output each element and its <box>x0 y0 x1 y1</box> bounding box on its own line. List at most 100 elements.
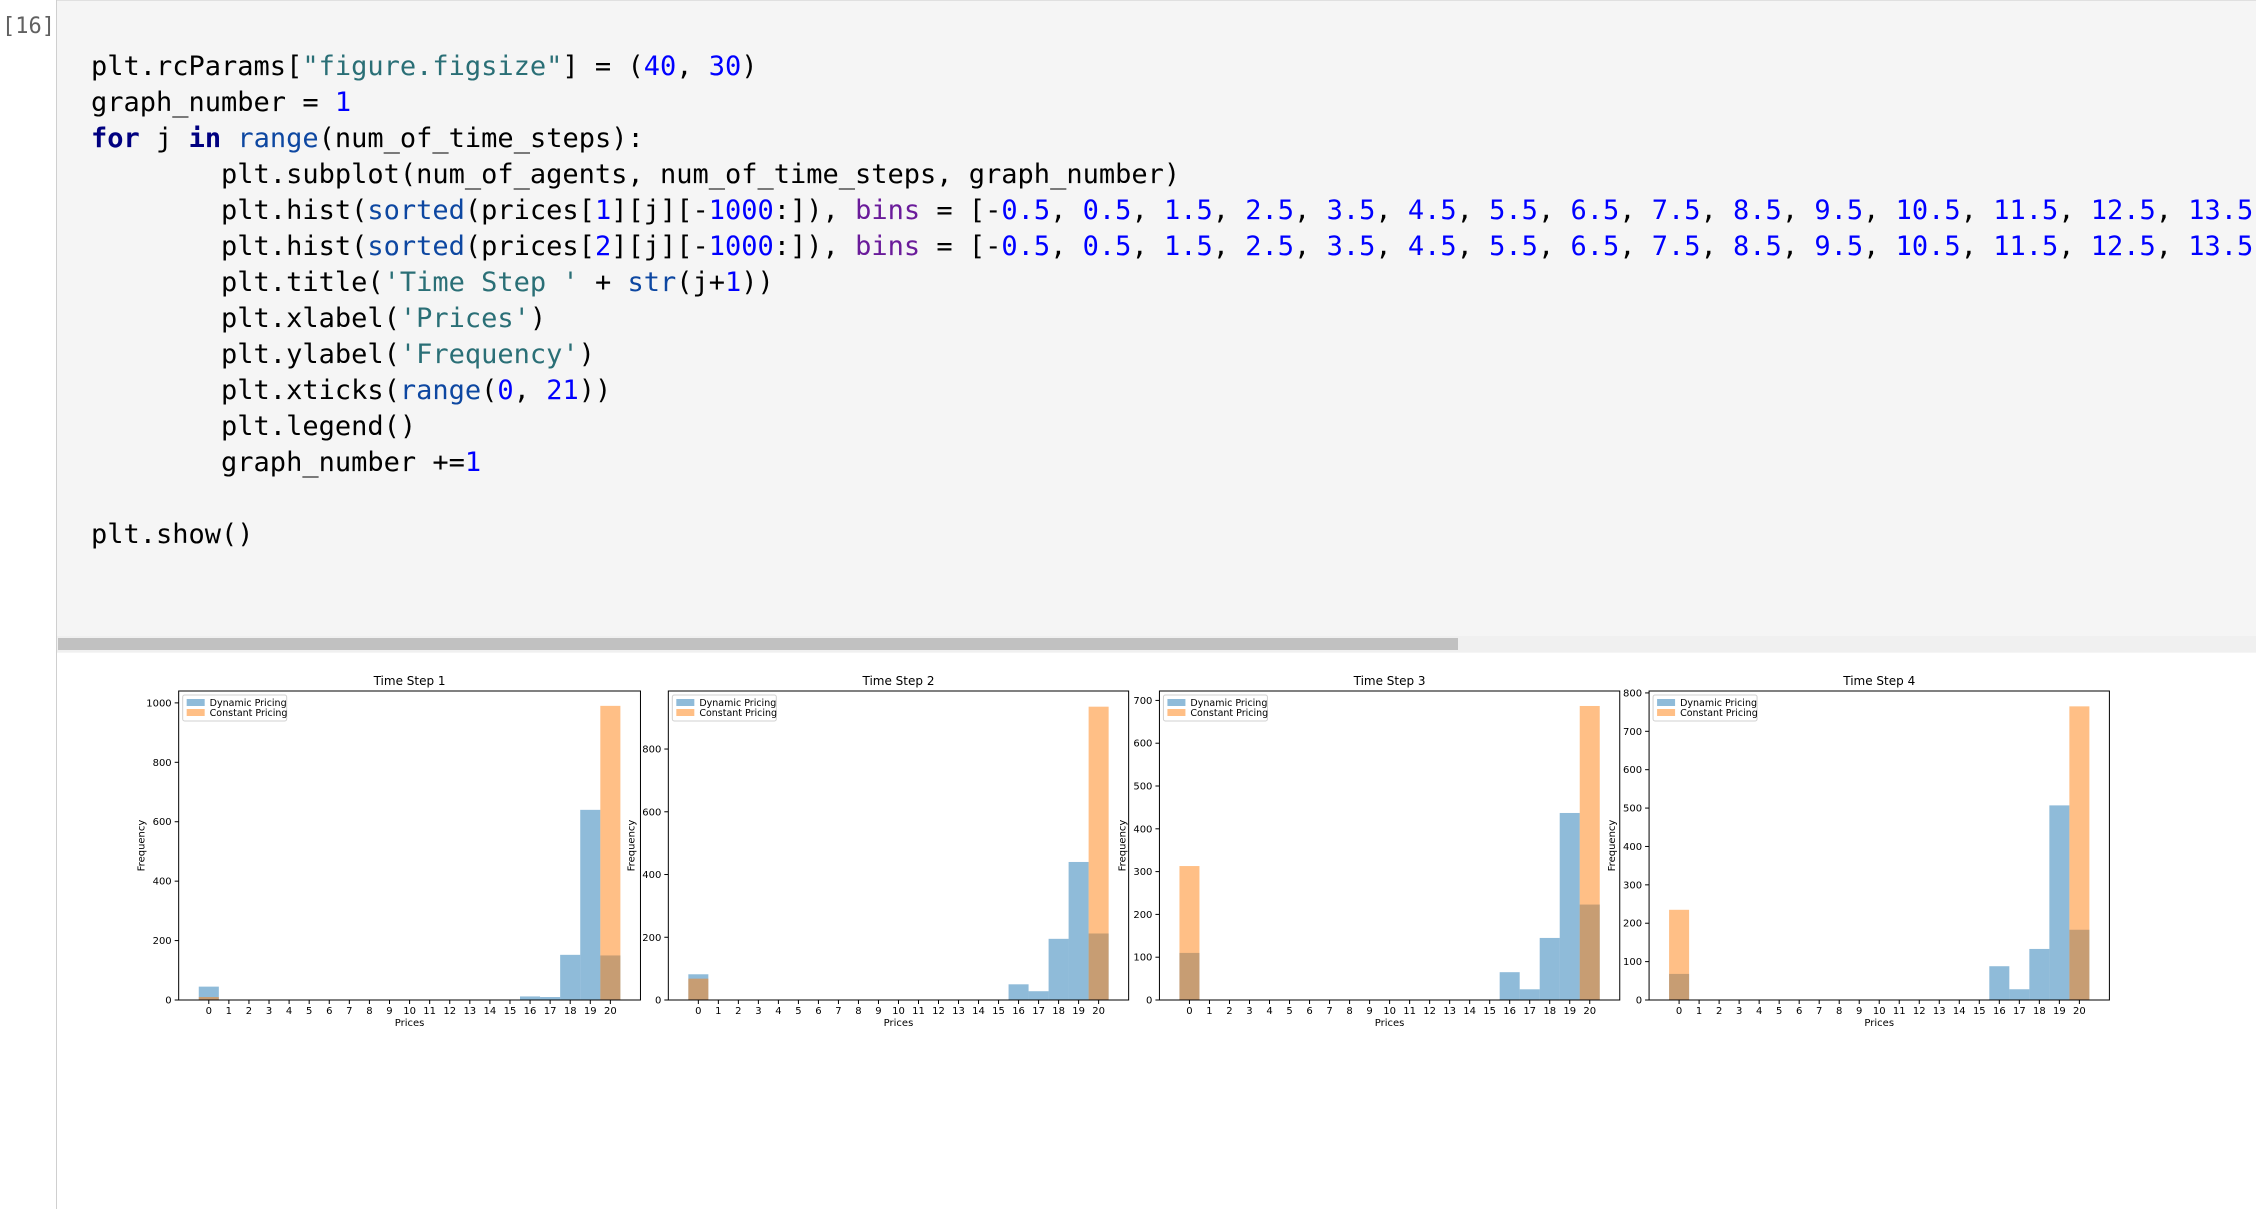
legend <box>1652 694 1758 722</box>
x-tick-label: 4 <box>775 1006 781 1017</box>
x-tick-label: 4 <box>1266 1006 1272 1017</box>
x-tick-label: 12 <box>1913 1006 1926 1017</box>
code-token: plt.show() <box>91 519 254 550</box>
x-tick-label: 0 <box>695 1006 701 1017</box>
code-token: , <box>1619 195 1652 226</box>
x-tick-label: 17 <box>1032 1006 1045 1017</box>
code-token: , <box>1781 231 1815 262</box>
horizontal-scrollbar-thumb[interactable] <box>58 638 1458 650</box>
y-axis-label: Frequency <box>1117 820 1128 872</box>
x-tick-label: 3 <box>1246 1006 1252 1017</box>
x-tick-label: 13 <box>1933 1006 1946 1017</box>
bar-dynamic-18 <box>1539 937 1560 1000</box>
x-tick-label: 19 <box>1072 1006 1085 1017</box>
bar-dynamic-19 <box>1068 861 1089 1000</box>
code-token: j <box>139 123 189 154</box>
x-tick-label: 13 <box>463 1006 476 1017</box>
bar-dynamic-16 <box>1008 984 1029 1000</box>
code-token: 0 <box>497 375 514 406</box>
code-token: 3.5 <box>1326 195 1376 226</box>
x-tick-label: 15 <box>1483 1006 1496 1017</box>
code-token: 1 <box>725 267 742 298</box>
legend <box>671 694 777 722</box>
y-tick-label: 700 <box>1623 727 1642 738</box>
bar-constant-0 <box>688 978 709 1000</box>
x-tick-label: 6 <box>1306 1006 1312 1017</box>
code-token: (j+ <box>676 267 726 298</box>
x-tick-label: 8 <box>1836 1006 1842 1017</box>
y-tick-label: 400 <box>1623 842 1642 853</box>
x-tick-label: 9 <box>875 1006 881 1017</box>
code-token: , <box>1700 231 1734 262</box>
code-token: (prices[ <box>464 195 595 226</box>
code-token: 8.5 <box>1733 231 1782 262</box>
code-token: "figure.figsize" <box>302 51 563 82</box>
legend <box>1162 694 1268 722</box>
y-tick-label: 300 <box>1623 880 1642 891</box>
x-tick-label: 0 <box>1186 1006 1192 1017</box>
x-tick-label: 18 <box>1052 1006 1065 1017</box>
bar-dynamic-19 <box>1559 812 1580 1000</box>
code-token: , <box>2155 195 2189 226</box>
code-token: plt.ylabel( <box>91 339 400 370</box>
legend-label: Dynamic Pricing <box>699 698 776 709</box>
subplot-title: Time Step 2 <box>862 674 935 688</box>
code-token: ( <box>481 375 498 406</box>
code-line: plt.subplot(num_of_agents, num_of_time_s… <box>91 157 2256 193</box>
code-token: , <box>1537 231 1571 262</box>
x-tick-label: 16 <box>1012 1006 1025 1017</box>
y-tick-label: 200 <box>642 933 661 944</box>
code-token: 9.5 <box>1814 195 1864 226</box>
x-axis-label: Prices <box>395 1018 425 1029</box>
code-token: 13.5 <box>2188 231 2254 262</box>
code-token: 30 <box>708 51 742 82</box>
code-token: , <box>1960 231 1994 262</box>
x-tick-label: 10 <box>403 1006 416 1017</box>
y-axis-label: Frequency <box>626 820 637 872</box>
x-tick-label: 13 <box>952 1006 965 1017</box>
code-token: , <box>1294 195 1327 226</box>
code-line: plt.xticks(range(0, 21)) <box>91 373 2256 409</box>
x-tick-label: 8 <box>366 1006 372 1017</box>
code-token: graph_number = <box>91 87 335 118</box>
x-tick-label: 15 <box>1973 1006 1986 1017</box>
code-token: , <box>676 51 709 82</box>
x-tick-label: 10 <box>892 1006 905 1017</box>
code-token: , <box>1375 195 1408 226</box>
code-token: , <box>2058 231 2091 262</box>
code-cell-input[interactable]: plt.rcParams["figure.figsize"] = (40, 30… <box>57 0 2256 653</box>
subplot-title: Time Step 4 <box>1842 674 1915 688</box>
x-tick-label: 9 <box>386 1006 392 1017</box>
cell-output: 0 1 2 3 4 5 6 7 8 9 10 11 12 13 14 15 16 17 18 19 20 0 200 400 6… <box>57 654 2256 1209</box>
code-token: , <box>1863 195 1896 226</box>
x-tick-label: 7 <box>835 1006 841 1017</box>
x-tick-label: 9 <box>1856 1006 1862 1017</box>
code-editor[interactable]: plt.rcParams["figure.figsize"] = (40, 30… <box>91 49 2256 553</box>
x-tick-label: 1 <box>1206 1006 1212 1017</box>
x-tick-label: 2 <box>735 1006 741 1017</box>
code-token: 40 <box>643 51 677 82</box>
code-token: :]), <box>773 195 856 226</box>
subplot-title: Time Step 3 <box>1353 674 1426 688</box>
code-token: graph_number += <box>91 447 465 478</box>
x-tick-label: 1 <box>715 1006 721 1017</box>
x-tick-label: 0 <box>1676 1006 1682 1017</box>
legend-label: Constant Pricing <box>1190 708 1268 719</box>
x-tick-label: 15 <box>992 1006 1005 1017</box>
code-token: , <box>1700 195 1734 226</box>
code-token: , <box>1619 231 1652 262</box>
code-token: 'Prices' <box>399 303 530 334</box>
code-token: , <box>1212 231 1246 262</box>
legend-label: Dynamic Pricing <box>1680 698 1757 709</box>
code-token: , <box>1456 195 1490 226</box>
x-axis-label: Prices <box>884 1018 914 1029</box>
code-token: 1.5 <box>1163 195 1213 226</box>
x-axis-label: Prices <box>1864 1018 1894 1029</box>
x-tick-label: 16 <box>1503 1006 1516 1017</box>
x-tick-label: 2 <box>1716 1006 1722 1017</box>
code-token: , <box>1050 231 1083 262</box>
y-tick-label: 1000 <box>146 698 171 709</box>
x-tick-label: 19 <box>2053 1006 2066 1017</box>
x-tick-label: 11 <box>1893 1006 1906 1017</box>
y-tick-label: 300 <box>1133 867 1152 878</box>
